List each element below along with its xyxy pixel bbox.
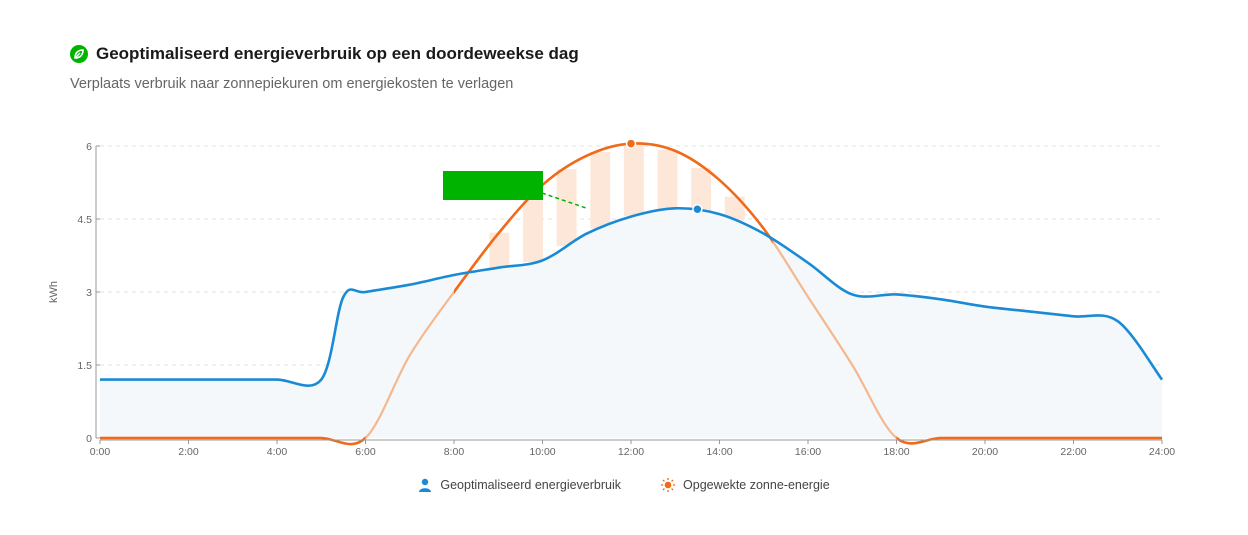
surplus-stripe: [657, 149, 678, 210]
x-tick-label: 22:00: [1060, 446, 1086, 458]
y-tick-label: 3: [86, 287, 92, 299]
surplus-stripe: [623, 144, 644, 217]
consumption-line: [99, 206, 1164, 387]
surplus-stripe: [691, 167, 712, 212]
chart-subtitle: Verplaats verbruik naar zonnepiekuren om…: [70, 76, 514, 92]
legend: Geoptimaliseerd energieverbruik Opgewekt…: [0, 478, 1248, 492]
surplus-stripe: [556, 169, 577, 246]
annotation-leader: [541, 192, 587, 209]
x-tick-label: 14:00: [706, 446, 732, 458]
x-tick-label: 10:00: [529, 446, 555, 458]
y-tick-label: 6: [86, 141, 92, 153]
y-tick-label: 0: [86, 433, 92, 445]
legend-label-consumption: Geoptimaliseerd energieverbruik: [440, 478, 622, 492]
user-icon: [419, 478, 432, 492]
x-tick-label: 8:00: [444, 446, 465, 458]
surplus-stripe: [489, 232, 510, 268]
y-tick-label: 4.5: [77, 214, 92, 226]
leaf-icon: [70, 45, 88, 63]
x-tick-label: 2:00: [178, 446, 199, 458]
consumption-peak-marker: [692, 204, 703, 215]
legend-label-solar: Opgewekte zonne-energie: [683, 478, 830, 492]
x-tick-label: 16:00: [795, 446, 821, 458]
peak-markers: [625, 138, 703, 215]
legend-item-solar[interactable]: Opgewekte zonne-energie: [661, 478, 830, 492]
chart-title: Geoptimaliseerd energieverbruik op een d…: [96, 44, 579, 63]
surplus-stripe: [523, 195, 543, 262]
x-tick-label: 24:00: [1149, 446, 1175, 458]
annotation: [443, 171, 587, 209]
x-tick-label: 6:00: [355, 446, 376, 458]
x-tick-label: 12:00: [618, 446, 644, 458]
y-tick-label: 1.5: [77, 360, 92, 372]
solar-peak-marker: [625, 138, 637, 149]
title-row: Geoptimaliseerd energieverbruik op een d…: [70, 44, 579, 64]
consumption-area: [100, 208, 1162, 438]
surplus-highlight: [489, 144, 745, 268]
sun-icon: [661, 478, 676, 492]
x-tick-label: 0:00: [90, 446, 111, 458]
x-tick-label: 18:00: [883, 446, 909, 458]
consumption-fill: [100, 208, 1162, 438]
x-tick-label: 4:00: [267, 446, 288, 458]
legend-item-consumption[interactable]: Geoptimaliseerd energieverbruik: [418, 478, 621, 492]
x-tick-label: 20:00: [972, 446, 998, 458]
chart-header: Geoptimaliseerd energieverbruik op een d…: [70, 44, 579, 92]
axes: 0 1.5 3 4.5 6 0:00 2:00 4:00 6:00 8:00 10:00 12:00 1…: [48, 141, 1175, 458]
y-axis-title: kWh: [48, 281, 60, 303]
surplus-stripe: [724, 196, 745, 221]
annotation-box: [443, 171, 543, 200]
surplus-stripe: [590, 152, 611, 229]
